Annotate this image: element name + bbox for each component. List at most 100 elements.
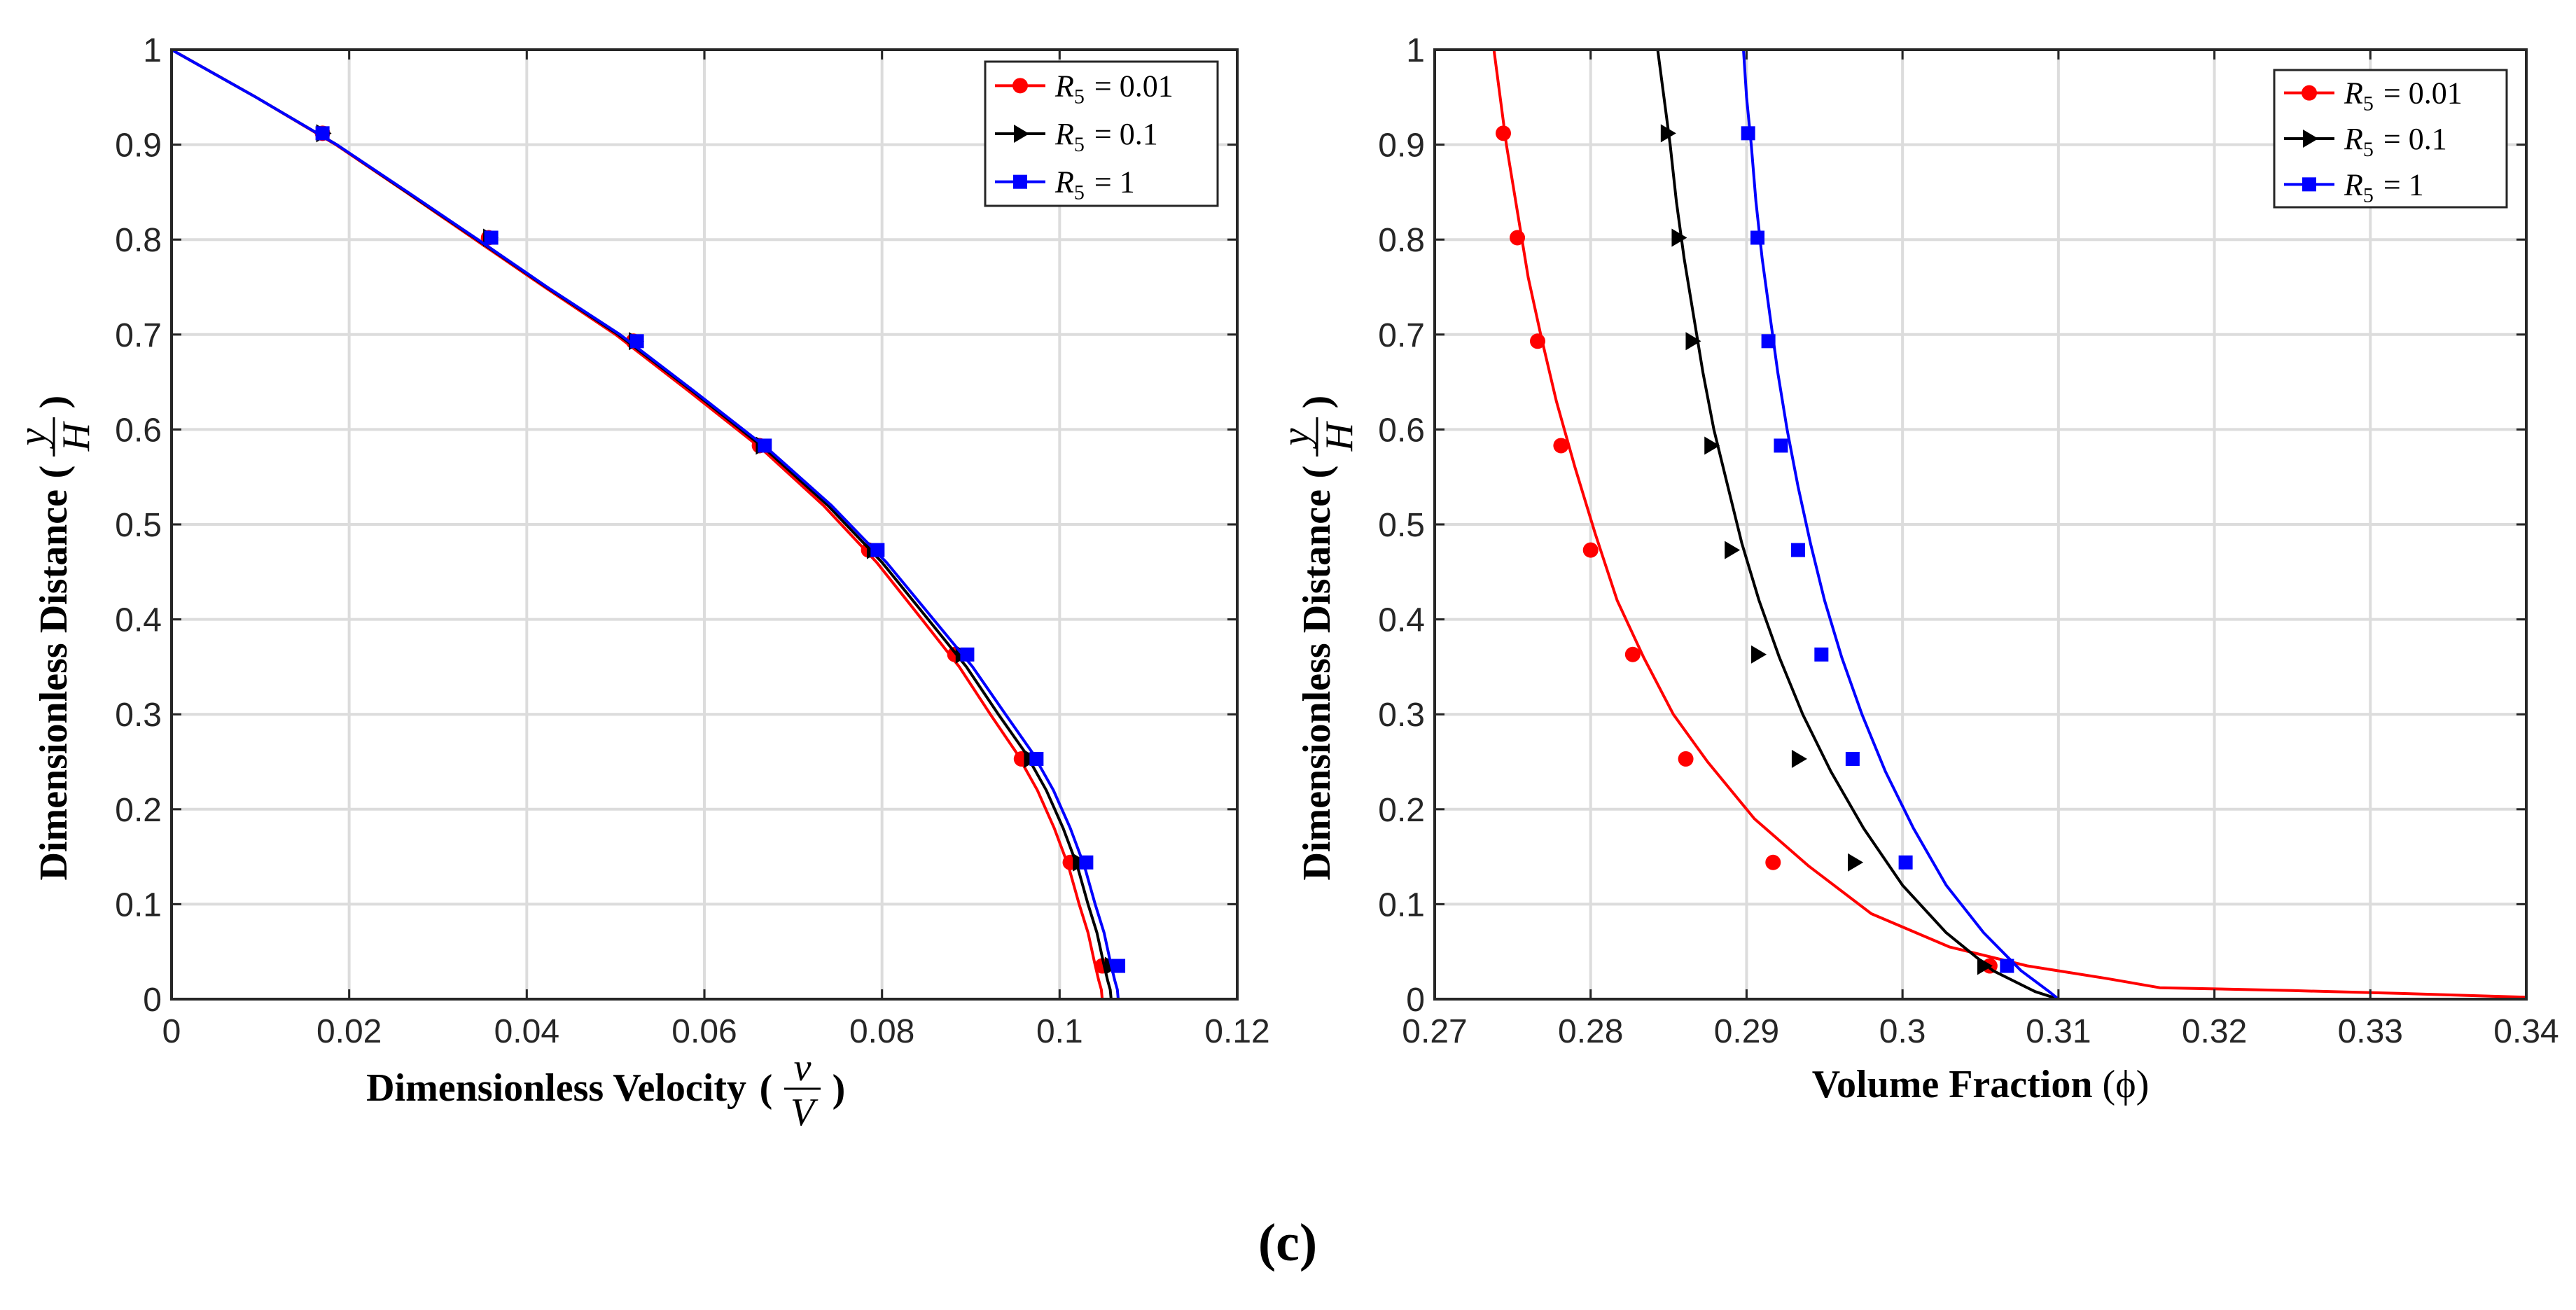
data-point-marker [1671,228,1687,247]
data-point-marker [1725,541,1741,559]
legend-value: = 0.01 [1094,69,1174,103]
legend-label: R5 = 0.1 [2344,122,2447,161]
legend-entry: R5 = 1 [2284,167,2424,207]
data-point-marker [484,230,499,245]
y-axis-label: Dimensionless Distance ( y H) [11,396,98,881]
y-axis-label-text: Dimensionless Distance [32,489,76,880]
legend-marker [1013,174,1027,189]
legend-value: = 0.1 [1094,117,1158,151]
y-tick-label: 0.5 [115,507,162,544]
legend-marker [2302,85,2317,101]
legend-entry: R5 = 0.1 [995,117,1158,156]
series-0 [1492,49,2527,999]
x-axis-label-text: Volume Fraction (ϕ) [1812,1063,2150,1106]
data-point-marker [1582,542,1599,558]
x-axis-label: Volume Fraction (ϕ) [1812,1063,2150,1106]
y-tick-label: 0.3 [1378,697,1425,734]
data-point-marker [1678,751,1694,767]
y-axis-label-paren-open: ( [1295,466,1339,479]
data-point-marker [1848,853,1864,872]
x-tick-label: 0.1 [1036,1013,1083,1050]
x-tick-label: 0.33 [2338,1013,2403,1050]
y-axis-label-paren-close: ) [32,396,76,409]
legend-marker [2303,130,2318,148]
x-tick-label: 0.31 [2026,1013,2091,1050]
y-tick-label: 0.7 [1378,317,1425,354]
x-tick-label: 0.27 [1402,1013,1467,1050]
y-tick-label: 0.9 [1378,127,1425,165]
legend-symbol: R [1054,165,1074,200]
data-point-marker [960,647,975,662]
y-tick-label: 0.6 [115,412,162,449]
y-axis-label-text: Dimensionless Distance [1295,489,1339,880]
data-point-marker [1111,959,1126,973]
legend-label: R5 = 0.01 [2344,76,2463,116]
y-tick-label: 0.9 [115,127,162,165]
legend-symbol: R [1054,69,1074,103]
right-chart-panel: 0.27 0.28 0.29 0.3 0.31 0.32 0.33 0.3400.10.20.… [1274,32,2559,1106]
data-point-marker [1029,751,1044,766]
x-axis-label-paren-open: ( [760,1067,773,1110]
data-point-marker [1704,436,1720,455]
x-tick-label: 0.3 [1879,1013,1926,1050]
x-axis-label-words: Volume Fraction [1812,1063,2103,1106]
data-point-marker [1790,543,1805,557]
y-tick-label: 0.8 [1378,222,1425,259]
series-2 [171,48,1126,1000]
series-line [1656,49,2059,1001]
data-point-marker [1495,125,1511,141]
x-tick-label: 0.12 [1204,1013,1269,1050]
legend-value: = 0.01 [2383,76,2463,111]
legend-label: R5 = 0.01 [1054,69,1174,108]
legend-label: R5 = 1 [2344,167,2424,207]
y-tick-label: 0.6 [1378,412,1425,449]
y-axis-label: Dimensionless Distance (y H) [1274,396,1361,881]
data-point-marker [1624,646,1641,662]
x-axis-label-numerator: v [794,1046,812,1089]
data-point-marker [315,126,330,141]
y-tick-label: 1 [143,32,162,69]
x-tick-label: 0 [162,1013,181,1050]
y-axis-label-paren-open: ( [32,466,76,479]
legend-label: R5 = 1 [1054,165,1135,204]
legend-value: = 1 [2383,167,2424,202]
x-axis-label-text: Dimensionless Velocity [366,1066,746,1110]
legend-value: = 0.1 [2383,122,2447,156]
data-point-marker [1761,334,1776,349]
data-point-marker [1660,124,1676,143]
x-axis-label-paren-close: ) [833,1067,846,1110]
data-point-marker [1741,126,1755,141]
legend-entry: R5 = 0.01 [995,69,1174,108]
data-point-marker [1510,230,1526,246]
y-tick-label: 0.2 [1378,792,1425,829]
y-axis-label-denominator: H [55,421,98,452]
data-point-marker [870,543,885,557]
x-axis-label: Dimensionless Velocity (vV) [366,1046,845,1134]
legend-subscript: 5 [2363,138,2374,161]
y-axis-label-numerator: y [11,428,55,449]
y-axis-label-paren-close: ) [1295,396,1339,409]
y-tick-label: 0.5 [1378,507,1425,544]
y-tick-label: 0.8 [115,222,162,259]
x-tick-label: 0.28 [1558,1013,1623,1050]
y-tick-label: 0.3 [115,697,162,734]
legend-subscript: 5 [2363,92,2374,116]
data-point-marker [2000,959,2014,973]
legend-symbol: R [1054,117,1074,151]
x-tick-label: 0.34 [2493,1013,2558,1050]
data-point-marker [1845,751,1860,766]
legend-marker [1014,125,1029,143]
series-line [1492,49,2527,999]
data-point-marker [1774,438,1788,453]
figure-caption: (c) [1258,1213,1317,1272]
y-tick-label: 0.1 [115,886,162,924]
x-tick-label: 0.02 [316,1013,382,1050]
legend-marker [1012,78,1028,94]
x-tick-label: 0.32 [2182,1013,2247,1050]
data-point-marker [629,334,644,349]
series-line [1742,49,2060,1001]
legend-subscript: 5 [1074,133,1085,156]
series-2 [1741,49,2060,1001]
legend-symbol: R [2344,167,2363,202]
